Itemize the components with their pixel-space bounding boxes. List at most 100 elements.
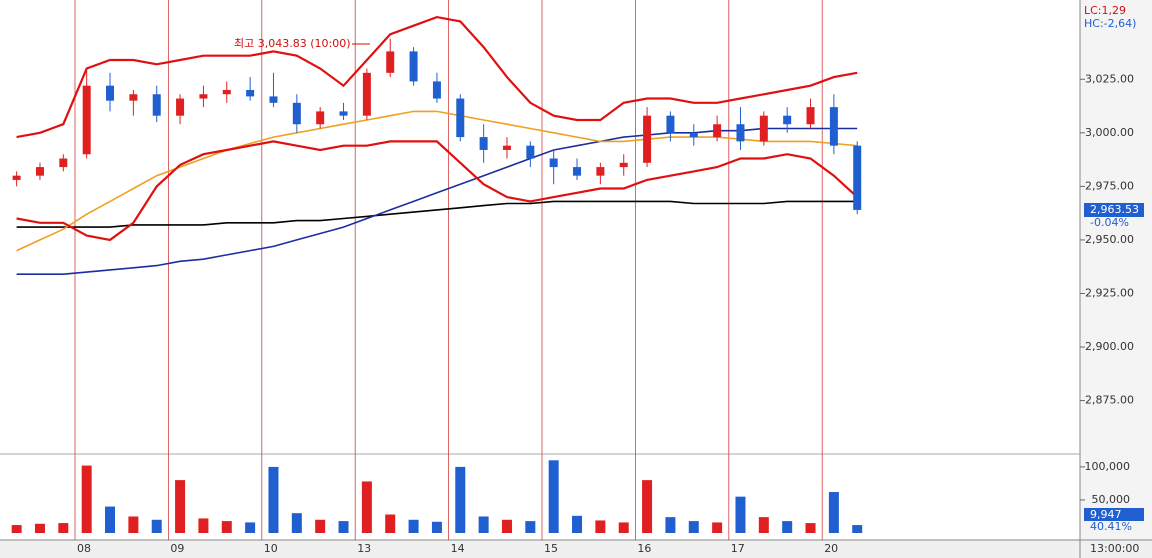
indicator-line <box>16 140 858 242</box>
volume-bar <box>81 465 92 533</box>
x-axis-bg <box>0 540 1152 558</box>
volume-bar <box>338 521 349 533</box>
y-tick-label: 2,900.00 <box>1085 340 1134 353</box>
indicator-line <box>16 15 858 139</box>
plot-bg <box>0 0 1080 540</box>
v-tick-label: 50,000 <box>1092 493 1131 506</box>
volume-bar <box>758 517 769 533</box>
volume-bar <box>665 517 676 533</box>
volume-bar <box>525 521 536 533</box>
last-volume-box <box>1084 508 1144 521</box>
y-tick-label: 3,025.00 <box>1085 72 1134 85</box>
candle-body <box>12 175 21 180</box>
volume-bar <box>11 525 22 533</box>
y-tick-label: 2,875.00 <box>1085 394 1134 407</box>
x-tick-label: 17 <box>731 542 745 555</box>
candle-body <box>479 137 488 150</box>
volume-bar <box>361 481 372 533</box>
volume-bar <box>688 521 699 533</box>
candle-body <box>526 145 535 159</box>
candle-body <box>386 51 395 73</box>
axis-bg <box>1080 0 1152 558</box>
candle-body <box>643 115 652 163</box>
volume-bar <box>618 522 629 533</box>
volume-bar <box>58 523 69 533</box>
volume-bar <box>642 480 653 533</box>
volume-bar <box>548 460 559 533</box>
y-tick-label: 3,000.00 <box>1085 126 1134 139</box>
volume-bar <box>735 496 746 533</box>
candle-body <box>82 85 91 155</box>
indicator-line <box>16 200 858 228</box>
volume-bar <box>852 525 863 533</box>
candle-body <box>713 124 722 138</box>
volume-bar <box>175 480 186 533</box>
x-tick-label: 10 <box>264 542 278 555</box>
candle-body <box>549 158 558 168</box>
v-tick-label: 100,000 <box>1085 460 1131 473</box>
candle-body <box>199 94 208 99</box>
candle-body <box>736 124 745 142</box>
candle-body <box>853 145 862 210</box>
candle-body <box>339 111 348 116</box>
candle-body <box>176 98 185 116</box>
y-tick-label: 2,975.00 <box>1085 179 1134 192</box>
candle-body <box>59 158 68 168</box>
last-change: -0.04% <box>1090 216 1129 229</box>
candle-body <box>783 115 792 125</box>
volume-bar <box>315 519 326 533</box>
candle-body <box>35 167 44 176</box>
time-label: 13:00:00 <box>1090 542 1139 555</box>
candle-body <box>246 89 255 97</box>
candle-body <box>596 167 605 176</box>
last-price: 2,963.53 <box>1090 203 1139 216</box>
volume-bar <box>128 516 139 533</box>
x-tick-label: 13 <box>357 542 371 555</box>
candle-body <box>106 85 115 101</box>
volume-bar <box>501 519 512 533</box>
volume-bar <box>198 518 209 533</box>
volume-bar <box>431 521 442 533</box>
candle-body <box>432 81 441 99</box>
volume-bar <box>455 466 466 533</box>
volume-bar <box>408 519 419 533</box>
volume-bar <box>268 466 279 533</box>
hc-label: HC:-2,64) <box>1084 17 1136 30</box>
volume-bar <box>828 492 839 533</box>
volume-bar <box>595 520 606 533</box>
candle-body <box>152 94 161 116</box>
candle-body <box>409 51 418 82</box>
lc-label: LC:1,29 <box>1084 4 1126 17</box>
x-tick-label: 16 <box>637 542 651 555</box>
candle-body <box>292 102 301 125</box>
candle-body <box>806 107 815 125</box>
candle-body <box>829 107 838 146</box>
volume-bar <box>245 522 256 533</box>
candle-body <box>619 162 628 168</box>
candle-body <box>222 89 231 95</box>
x-tick-label: 15 <box>544 542 558 555</box>
volume-bar <box>478 516 489 533</box>
x-tick-label: 14 <box>451 542 465 555</box>
volume-bar <box>105 506 116 533</box>
candle-body <box>689 132 698 138</box>
x-tick-label: 09 <box>170 542 184 555</box>
candle-body <box>502 145 511 150</box>
last-volume: 9,947 <box>1090 508 1122 521</box>
volume-bar <box>151 519 162 533</box>
last-price-box <box>1084 203 1144 217</box>
y-tick-label: 2,925.00 <box>1085 286 1134 299</box>
plot <box>11 15 863 533</box>
volume-bar <box>385 514 396 533</box>
x-tick-label: 08 <box>77 542 91 555</box>
volume-bar <box>34 523 45 533</box>
day-lines <box>74 0 823 540</box>
volume-bar <box>572 515 583 533</box>
volume-bar <box>782 521 793 533</box>
candle-body <box>316 111 325 125</box>
candle-body <box>269 96 278 103</box>
candle-body <box>129 94 138 101</box>
x-tick-label: 20 <box>824 542 838 555</box>
high-note: 최고 3,043.83 (10:00) <box>234 37 351 50</box>
